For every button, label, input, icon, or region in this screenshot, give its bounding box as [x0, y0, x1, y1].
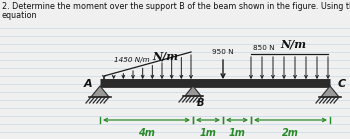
Text: 1m: 1m: [229, 128, 245, 138]
Text: 1450 N/m: 1450 N/m: [114, 57, 150, 63]
Text: equation: equation: [2, 11, 37, 20]
Text: 950 N: 950 N: [212, 49, 234, 55]
Text: 2. Determine the moment over the support B of the beam shown in the figure. Usin: 2. Determine the moment over the support…: [2, 2, 350, 11]
Text: B: B: [197, 98, 204, 108]
Text: N/m: N/m: [152, 50, 178, 61]
Text: A: A: [84, 79, 92, 89]
Text: 4m: 4m: [138, 128, 155, 138]
Text: N/m: N/m: [280, 39, 306, 49]
Text: 850 N: 850 N: [253, 45, 275, 51]
Polygon shape: [91, 86, 109, 97]
Polygon shape: [185, 86, 201, 96]
Polygon shape: [321, 86, 339, 97]
Text: 2m: 2m: [282, 128, 299, 138]
Text: C: C: [338, 79, 346, 89]
Text: 1m: 1m: [199, 128, 216, 138]
